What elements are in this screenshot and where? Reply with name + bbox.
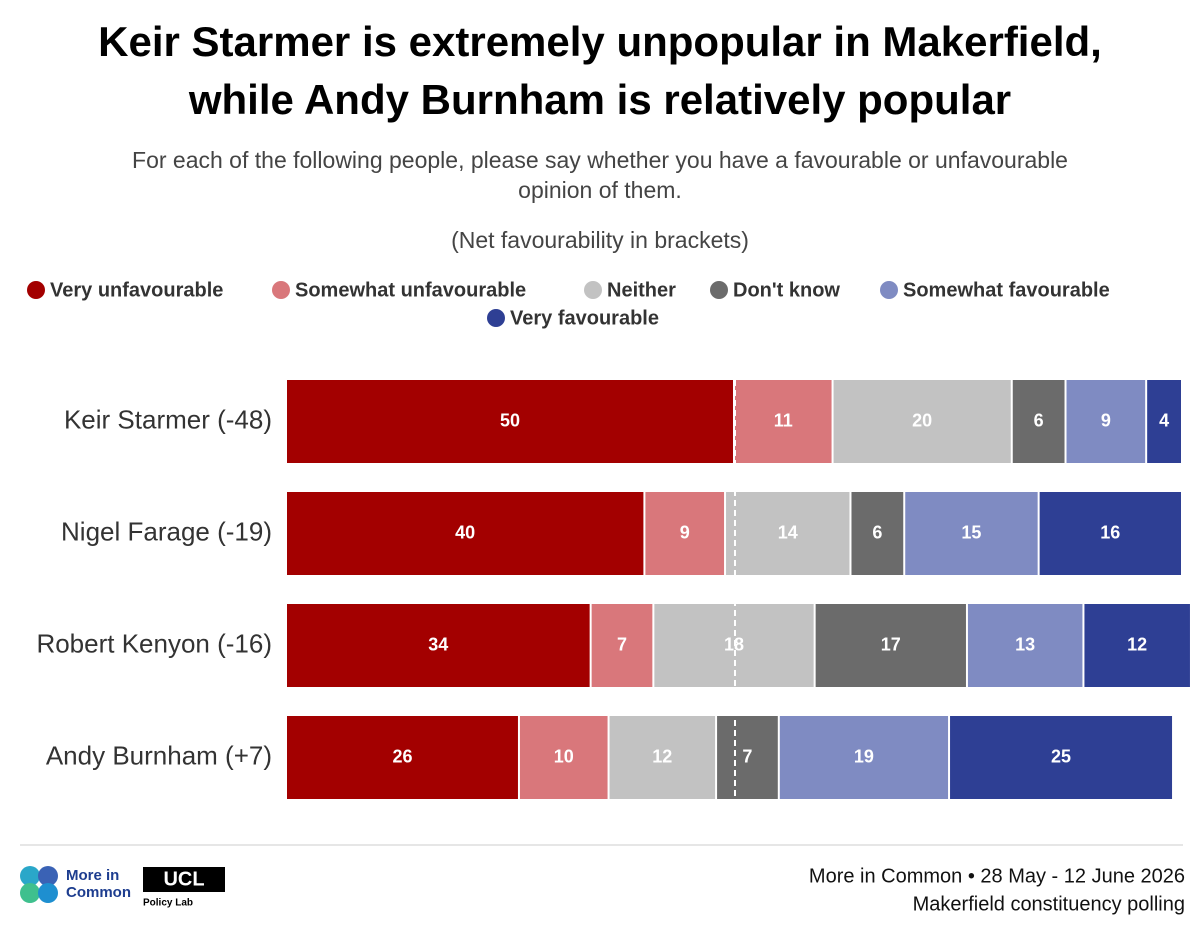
bar-segment <box>967 604 1083 687</box>
bar-segment <box>905 492 1038 575</box>
legend-swatch <box>710 281 728 299</box>
subtitle: opinion of them. <box>518 177 682 203</box>
value-label: 9 <box>1101 410 1111 430</box>
legend-swatch <box>272 281 290 299</box>
logo-text: Policy Lab <box>143 898 193 909</box>
value-label: 9 <box>680 522 690 542</box>
source: Makerfield constituency polling <box>913 893 1185 915</box>
logo-more-in-common: More in Common <box>20 866 131 903</box>
value-label: 16 <box>1100 522 1120 542</box>
value-label: 50 <box>500 410 520 430</box>
value-label: 6 <box>872 522 882 542</box>
logo-ucl: UCL Policy Lab <box>143 867 225 909</box>
legend-label: Very unfavourable <box>50 279 223 301</box>
value-label: 7 <box>742 746 752 766</box>
subtitle: For each of the following people, please… <box>132 147 1068 173</box>
bar-segment <box>950 716 1173 799</box>
bar-segment <box>726 492 850 575</box>
bar-segment <box>1012 380 1065 463</box>
value-label: 13 <box>1015 634 1035 654</box>
chart-title: Keir Starmer is extremely unpopular in M… <box>98 18 1102 65</box>
value-label: 12 <box>1127 634 1147 654</box>
bar-segment <box>1084 604 1190 687</box>
category-label: Andy Burnham (+7) <box>46 740 272 770</box>
legend-label: Don't know <box>733 279 840 301</box>
legend-label: Neither <box>607 279 676 301</box>
bar-segment <box>833 380 1011 463</box>
logo-text: UCL <box>163 868 204 890</box>
bar-segment <box>609 716 716 799</box>
bar-segment <box>287 492 644 575</box>
legend-label: Somewhat favourable <box>903 279 1110 301</box>
bar-segment <box>645 492 725 575</box>
bar-segment <box>1066 380 1146 463</box>
value-label: 14 <box>778 522 798 542</box>
logo-text: Common <box>66 884 131 901</box>
value-label: 34 <box>428 634 448 654</box>
value-label: 12 <box>652 746 672 766</box>
legend-swatch <box>880 281 898 299</box>
value-label: 6 <box>1034 410 1044 430</box>
value-label: 19 <box>854 746 874 766</box>
value-label: 10 <box>554 746 574 766</box>
bar-segment <box>717 716 778 799</box>
bar-segment <box>735 380 832 463</box>
value-label: 4 <box>1159 410 1169 430</box>
value-label: 7 <box>617 634 627 654</box>
legend-swatch <box>27 281 45 299</box>
source: More in Common • 28 May - 12 June 2026 <box>809 865 1185 887</box>
value-label: 40 <box>455 522 475 542</box>
bar-segment <box>815 604 966 687</box>
legend-label: Somewhat unfavourable <box>295 279 526 301</box>
note: (Net favourability in brackets) <box>451 227 749 253</box>
bar-segment <box>1147 380 1181 463</box>
category-label: Nigel Farage (-19) <box>61 516 272 546</box>
category-label: Keir Starmer (-48) <box>64 404 272 434</box>
category-label: Robert Kenyon (-16) <box>36 628 272 658</box>
bar-segment <box>287 604 590 687</box>
bar-segment <box>591 604 653 687</box>
legend-label: Very favourable <box>510 307 659 329</box>
value-label: 11 <box>774 410 793 430</box>
bar-segment <box>287 380 733 463</box>
value-label: 26 <box>392 746 412 766</box>
logo-text: More in <box>66 867 119 884</box>
legend-swatch <box>487 309 505 327</box>
bar-segment <box>1039 492 1181 575</box>
value-label: 15 <box>961 522 981 542</box>
value-label: 25 <box>1051 746 1071 766</box>
value-label: 20 <box>912 410 932 430</box>
bar-segment <box>851 492 904 575</box>
bar-segment <box>779 716 949 799</box>
bar-segment <box>519 716 608 799</box>
bar-segment <box>287 716 518 799</box>
value-label: 17 <box>881 634 901 654</box>
chart-title: while Andy Burnham is relatively popular <box>188 76 1011 123</box>
legend-swatch <box>584 281 602 299</box>
